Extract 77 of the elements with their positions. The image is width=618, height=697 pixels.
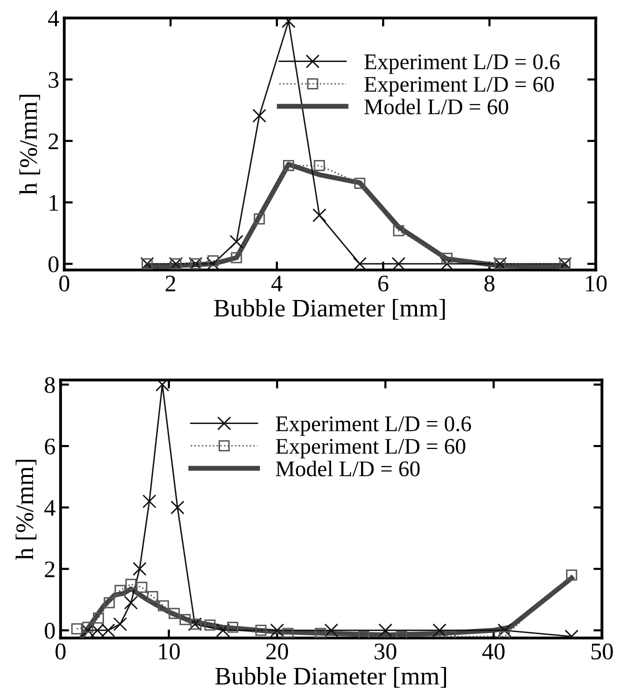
y-tick-label: 2 xyxy=(48,133,58,150)
point xyxy=(227,622,238,633)
point xyxy=(114,584,126,596)
point xyxy=(204,620,216,631)
point xyxy=(124,596,138,610)
point xyxy=(441,252,452,264)
point xyxy=(206,256,220,270)
x-tick-label: 30 xyxy=(374,644,396,660)
point xyxy=(283,160,294,172)
point xyxy=(82,622,94,633)
point xyxy=(136,582,148,593)
point xyxy=(230,252,242,264)
point xyxy=(312,208,326,222)
point xyxy=(393,225,404,236)
point xyxy=(378,623,392,638)
point xyxy=(270,623,284,638)
point xyxy=(208,255,219,266)
legend-label: Experiment L/D = 60 xyxy=(364,76,554,96)
point xyxy=(92,612,104,624)
legend-label: Experiment L/D = 0.6 xyxy=(276,416,472,436)
point xyxy=(155,380,170,392)
point xyxy=(498,623,512,638)
x-tick-label: 10 xyxy=(159,644,180,660)
y-axis-title: h [%/mm] xyxy=(16,460,36,560)
point xyxy=(440,256,454,270)
point xyxy=(104,597,115,608)
point xyxy=(142,494,156,508)
point xyxy=(314,628,326,638)
y-tick-label: 1 xyxy=(50,194,58,211)
point xyxy=(158,600,169,612)
y-tick-label: 0 xyxy=(44,622,55,639)
point xyxy=(314,160,325,172)
y-tick-label: 2 xyxy=(44,561,54,578)
y-tick-label: 4 xyxy=(44,500,56,516)
point xyxy=(354,178,366,189)
point xyxy=(566,569,578,581)
point xyxy=(324,623,338,638)
legend-label: Experiment L/D = 0.6 xyxy=(364,54,560,74)
point xyxy=(216,623,230,638)
x-tick-label: 2 xyxy=(166,276,176,292)
point xyxy=(188,617,202,632)
point xyxy=(147,590,158,602)
point xyxy=(170,500,184,514)
x-tick-label: 8 xyxy=(484,276,494,292)
point xyxy=(113,617,128,632)
y-axis-title: h [%/mm] xyxy=(19,94,40,195)
point xyxy=(168,608,180,619)
legend-label: Model L/D = 60 xyxy=(364,98,508,114)
point xyxy=(252,108,266,123)
x-tick-label: 4 xyxy=(271,276,282,292)
point xyxy=(125,578,136,590)
y-tick-label: 3 xyxy=(48,72,58,88)
x-tick-label: 10 xyxy=(586,276,607,292)
y-tick-label: 0 xyxy=(48,256,59,272)
point xyxy=(432,623,446,638)
x-axis-title: Bubble Diameter [mm] xyxy=(215,667,446,688)
point xyxy=(282,628,294,638)
y-tick-label: 8 xyxy=(44,377,55,394)
y-tick-label: 4 xyxy=(48,10,60,26)
x-axis-title: Bubble Diameter [mm] xyxy=(214,299,445,320)
point xyxy=(254,213,265,225)
point xyxy=(392,256,406,270)
legend-label: Model L/D = 60 xyxy=(276,460,420,476)
x-tick-label: 6 xyxy=(378,276,388,292)
legend-label: Experiment L/D = 60 xyxy=(276,438,466,458)
x-tick-label: 0 xyxy=(59,276,70,292)
point xyxy=(230,234,244,249)
y-tick-label: 6 xyxy=(44,438,55,454)
point xyxy=(180,614,191,626)
point xyxy=(71,623,82,634)
point xyxy=(190,618,202,630)
x-tick-label: 50 xyxy=(592,644,613,660)
point xyxy=(352,256,367,270)
point xyxy=(255,624,266,636)
x-tick-label: 20 xyxy=(266,644,288,660)
point xyxy=(132,562,147,576)
x-tick-label: 40 xyxy=(482,644,505,660)
